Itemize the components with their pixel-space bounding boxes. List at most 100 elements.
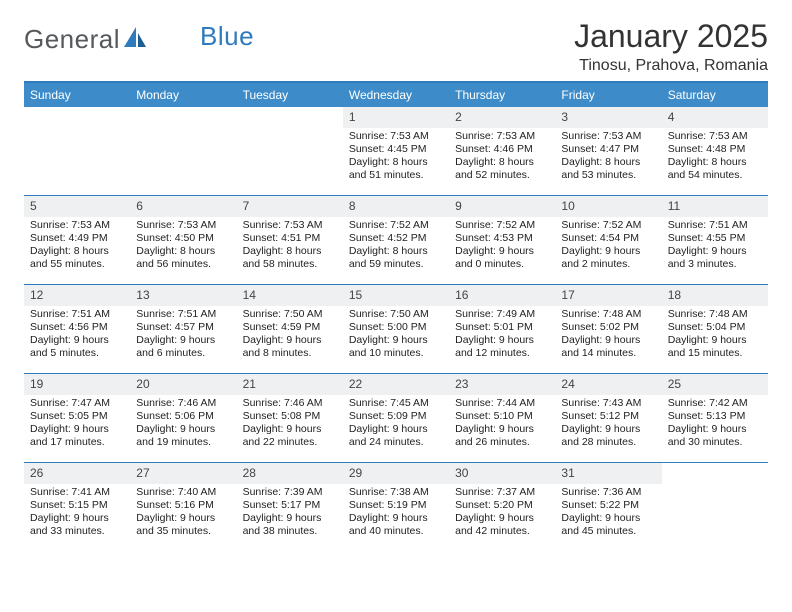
daylight-line-2: and 30 minutes. — [668, 436, 762, 449]
day-number: 1 — [343, 107, 449, 128]
daylight-line-1: Daylight: 8 hours — [455, 156, 549, 169]
day-body: Sunrise: 7:48 AMSunset: 5:04 PMDaylight:… — [662, 306, 768, 365]
day-number: 9 — [449, 196, 555, 217]
daylight-line-2: and 15 minutes. — [668, 347, 762, 360]
sunrise-line: Sunrise: 7:38 AM — [349, 486, 443, 499]
day-body: Sunrise: 7:40 AMSunset: 5:16 PMDaylight:… — [130, 484, 236, 543]
daylight-line-2: and 33 minutes. — [30, 525, 124, 538]
day-body: Sunrise: 7:52 AMSunset: 4:52 PMDaylight:… — [343, 217, 449, 276]
week-row: 1Sunrise: 7:53 AMSunset: 4:45 PMDaylight… — [24, 107, 768, 195]
sunrise-line: Sunrise: 7:52 AM — [455, 219, 549, 232]
sunset-line: Sunset: 4:57 PM — [136, 321, 230, 334]
day-number — [130, 107, 236, 128]
week-row: 19Sunrise: 7:47 AMSunset: 5:05 PMDayligh… — [24, 373, 768, 462]
day-number: 12 — [24, 285, 130, 306]
daylight-line-2: and 6 minutes. — [136, 347, 230, 360]
sunset-line: Sunset: 4:47 PM — [561, 143, 655, 156]
sunset-line: Sunset: 4:56 PM — [30, 321, 124, 334]
day-number: 10 — [555, 196, 661, 217]
dow-header: Friday — [555, 83, 661, 107]
sunset-line: Sunset: 4:51 PM — [243, 232, 337, 245]
daylight-line-1: Daylight: 8 hours — [349, 156, 443, 169]
sunrise-line: Sunrise: 7:43 AM — [561, 397, 655, 410]
day-number: 17 — [555, 285, 661, 306]
sunset-line: Sunset: 4:55 PM — [668, 232, 762, 245]
day-cell: 29Sunrise: 7:38 AMSunset: 5:19 PMDayligh… — [343, 463, 449, 551]
sunset-line: Sunset: 5:09 PM — [349, 410, 443, 423]
sunset-line: Sunset: 5:22 PM — [561, 499, 655, 512]
sunrise-line: Sunrise: 7:53 AM — [30, 219, 124, 232]
day-cell: 23Sunrise: 7:44 AMSunset: 5:10 PMDayligh… — [449, 374, 555, 462]
sunrise-line: Sunrise: 7:50 AM — [349, 308, 443, 321]
day-cell: 15Sunrise: 7:50 AMSunset: 5:00 PMDayligh… — [343, 285, 449, 373]
day-cell — [662, 463, 768, 551]
sunrise-line: Sunrise: 7:48 AM — [668, 308, 762, 321]
day-number: 28 — [237, 463, 343, 484]
sunrise-line: Sunrise: 7:44 AM — [455, 397, 549, 410]
day-body: Sunrise: 7:42 AMSunset: 5:13 PMDaylight:… — [662, 395, 768, 454]
sunrise-line: Sunrise: 7:52 AM — [349, 219, 443, 232]
daylight-line-2: and 24 minutes. — [349, 436, 443, 449]
week-row: 26Sunrise: 7:41 AMSunset: 5:15 PMDayligh… — [24, 462, 768, 551]
day-body: Sunrise: 7:49 AMSunset: 5:01 PMDaylight:… — [449, 306, 555, 365]
day-cell: 1Sunrise: 7:53 AMSunset: 4:45 PMDaylight… — [343, 107, 449, 195]
weeks-container: 1Sunrise: 7:53 AMSunset: 4:45 PMDaylight… — [24, 107, 768, 551]
daylight-line-1: Daylight: 9 hours — [136, 334, 230, 347]
day-body: Sunrise: 7:45 AMSunset: 5:09 PMDaylight:… — [343, 395, 449, 454]
sunset-line: Sunset: 5:20 PM — [455, 499, 549, 512]
day-body: Sunrise: 7:53 AMSunset: 4:46 PMDaylight:… — [449, 128, 555, 187]
daylight-line-1: Daylight: 9 hours — [668, 423, 762, 436]
sunset-line: Sunset: 5:08 PM — [243, 410, 337, 423]
day-cell — [130, 107, 236, 195]
daylight-line-1: Daylight: 9 hours — [136, 423, 230, 436]
daylight-line-2: and 38 minutes. — [243, 525, 337, 538]
sunset-line: Sunset: 5:06 PM — [136, 410, 230, 423]
day-cell: 14Sunrise: 7:50 AMSunset: 4:59 PMDayligh… — [237, 285, 343, 373]
day-body: Sunrise: 7:52 AMSunset: 4:53 PMDaylight:… — [449, 217, 555, 276]
sunrise-line: Sunrise: 7:53 AM — [455, 130, 549, 143]
sunrise-line: Sunrise: 7:40 AM — [136, 486, 230, 499]
day-cell: 27Sunrise: 7:40 AMSunset: 5:16 PMDayligh… — [130, 463, 236, 551]
daylight-line-2: and 52 minutes. — [455, 169, 549, 182]
brand-logo: General Blue — [24, 24, 254, 55]
daylight-line-1: Daylight: 8 hours — [668, 156, 762, 169]
sunset-line: Sunset: 4:45 PM — [349, 143, 443, 156]
week-row: 12Sunrise: 7:51 AMSunset: 4:56 PMDayligh… — [24, 284, 768, 373]
daylight-line-1: Daylight: 9 hours — [561, 334, 655, 347]
day-number: 21 — [237, 374, 343, 395]
sunset-line: Sunset: 4:49 PM — [30, 232, 124, 245]
day-number: 8 — [343, 196, 449, 217]
sunrise-line: Sunrise: 7:53 AM — [136, 219, 230, 232]
dow-header: Sunday — [24, 83, 130, 107]
daylight-line-2: and 42 minutes. — [455, 525, 549, 538]
sunset-line: Sunset: 5:19 PM — [349, 499, 443, 512]
day-body: Sunrise: 7:53 AMSunset: 4:47 PMDaylight:… — [555, 128, 661, 187]
daylight-line-1: Daylight: 9 hours — [30, 334, 124, 347]
dow-header: Wednesday — [343, 83, 449, 107]
dow-header: Tuesday — [237, 83, 343, 107]
sunrise-line: Sunrise: 7:41 AM — [30, 486, 124, 499]
day-cell: 9Sunrise: 7:52 AMSunset: 4:53 PMDaylight… — [449, 196, 555, 284]
daylight-line-1: Daylight: 9 hours — [455, 512, 549, 525]
daylight-line-2: and 59 minutes. — [349, 258, 443, 271]
day-cell: 30Sunrise: 7:37 AMSunset: 5:20 PMDayligh… — [449, 463, 555, 551]
logo-sail-icon — [122, 25, 148, 54]
sunrise-line: Sunrise: 7:49 AM — [455, 308, 549, 321]
sunset-line: Sunset: 4:50 PM — [136, 232, 230, 245]
day-cell: 16Sunrise: 7:49 AMSunset: 5:01 PMDayligh… — [449, 285, 555, 373]
daylight-line-2: and 56 minutes. — [136, 258, 230, 271]
daylight-line-2: and 2 minutes. — [561, 258, 655, 271]
day-number: 31 — [555, 463, 661, 484]
sunset-line: Sunset: 4:53 PM — [455, 232, 549, 245]
sunset-line: Sunset: 5:05 PM — [30, 410, 124, 423]
day-body: Sunrise: 7:50 AMSunset: 5:00 PMDaylight:… — [343, 306, 449, 365]
day-cell: 21Sunrise: 7:46 AMSunset: 5:08 PMDayligh… — [237, 374, 343, 462]
day-number: 16 — [449, 285, 555, 306]
daylight-line-2: and 19 minutes. — [136, 436, 230, 449]
sunrise-line: Sunrise: 7:48 AM — [561, 308, 655, 321]
sunrise-line: Sunrise: 7:52 AM — [561, 219, 655, 232]
daylight-line-1: Daylight: 8 hours — [561, 156, 655, 169]
calendar-page: General Blue January 2025 Tinosu, Prahov… — [0, 0, 792, 612]
daylight-line-1: Daylight: 9 hours — [243, 334, 337, 347]
dow-header: Saturday — [662, 83, 768, 107]
